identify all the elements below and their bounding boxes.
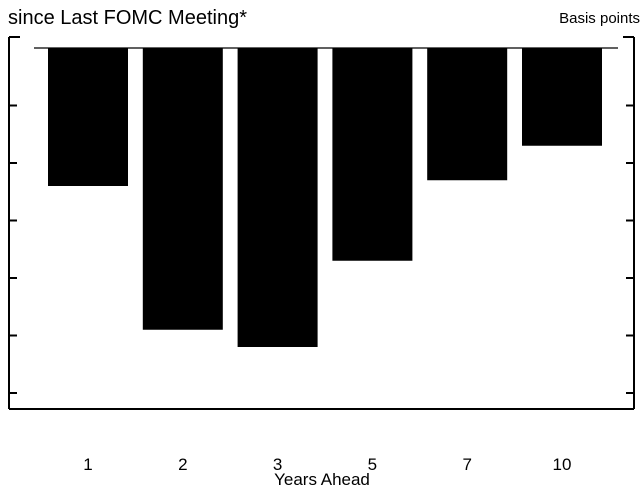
- bar-7-years: [427, 48, 508, 181]
- y-ticks: [9, 104, 634, 394]
- x-tick-label-3: 3: [273, 455, 282, 474]
- bars: [48, 48, 602, 347]
- x-axis-label: Years Ahead: [274, 470, 370, 489]
- units-label: Basis points: [559, 10, 640, 27]
- plot-frame: [8, 36, 635, 410]
- chart-title: since Last FOMC Meeting*: [8, 7, 247, 29]
- bar-10-years: [522, 48, 602, 146]
- bar-2-years: [142, 48, 223, 330]
- x-tick-label-7: 7: [462, 455, 471, 474]
- x-tick-labels: 1 2 3 5 7 10: [83, 455, 571, 474]
- bar-1-years: [48, 48, 128, 186]
- x-tick-label-1: 1: [83, 455, 92, 474]
- x-tick-label-5: 5: [368, 455, 377, 474]
- bar-3-years: [237, 48, 318, 347]
- bar-5-years: [332, 48, 413, 261]
- x-tick-label-10: 10: [553, 455, 572, 474]
- x-tick-label-2: 2: [178, 455, 187, 474]
